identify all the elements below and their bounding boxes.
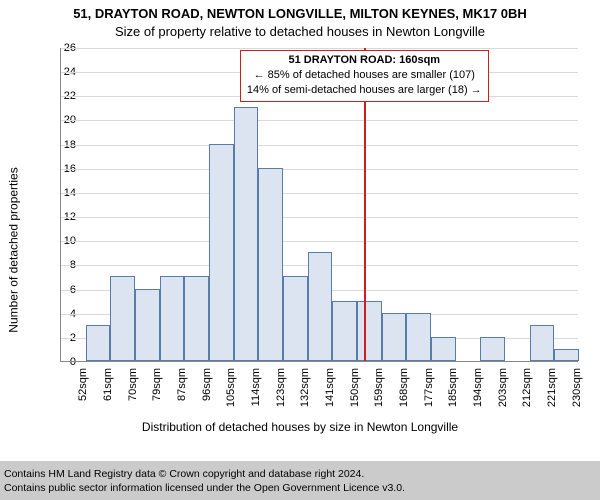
y-axis-label-text: Number of detached properties: [7, 167, 21, 332]
gridline: [61, 169, 578, 170]
chart-subtitle: Size of property relative to detached ho…: [0, 24, 600, 39]
x-tick-label: 194sqm: [472, 368, 484, 407]
histogram-bar: [406, 313, 431, 361]
histogram-bar: [86, 325, 111, 361]
histogram-bar: [431, 337, 456, 361]
histogram-bar: [554, 349, 579, 361]
x-tick-label: 203sqm: [497, 368, 509, 407]
x-tick-label: 96sqm: [201, 368, 213, 401]
footer: Contains HM Land Registry data © Crown c…: [0, 461, 600, 500]
gridline: [61, 241, 578, 242]
gridline: [61, 217, 578, 218]
x-tick-label: 221sqm: [546, 368, 558, 407]
gridline: [61, 48, 578, 49]
x-tick-label: 168sqm: [398, 368, 410, 407]
histogram-bar: [160, 276, 185, 361]
histogram-bar: [357, 301, 382, 361]
x-tick-label: 177sqm: [423, 368, 435, 407]
x-tick-label: 70sqm: [127, 368, 139, 401]
address-title: 51, DRAYTON ROAD, NEWTON LONGVILLE, MILT…: [0, 6, 600, 21]
x-tick-label: 159sqm: [373, 368, 385, 407]
histogram-bar: [209, 144, 234, 361]
x-tick-label: 230sqm: [571, 368, 583, 407]
annotation-line: ← 85% of detached houses are smaller (10…: [247, 68, 482, 83]
plot-area: 51 DRAYTON ROAD: 160sqm← 85% of detached…: [60, 48, 578, 362]
x-tick-label: 79sqm: [151, 368, 163, 401]
x-tick-label: 150sqm: [349, 368, 361, 407]
footer-line-1: Contains HM Land Registry data © Crown c…: [4, 467, 596, 481]
x-tick-label: 114sqm: [250, 368, 262, 406]
annotation-line: 51 DRAYTON ROAD: 160sqm: [247, 53, 482, 68]
histogram-bar: [110, 276, 135, 361]
gridline: [61, 145, 578, 146]
gridline: [61, 120, 578, 121]
histogram-bar: [382, 313, 407, 361]
annotation-line: 14% of semi-detached houses are larger (…: [247, 83, 482, 98]
x-tick-label: 105sqm: [225, 368, 237, 407]
histogram-bar: [480, 337, 505, 361]
histogram-bar: [234, 107, 259, 361]
histogram-bar: [184, 276, 209, 361]
histogram-bar: [258, 168, 283, 361]
x-tick-label: 61sqm: [102, 368, 114, 401]
histogram-bar: [135, 289, 160, 361]
x-tick-label: 212sqm: [521, 368, 533, 407]
x-tick-label: 185sqm: [447, 368, 459, 407]
x-tick-label: 132sqm: [299, 368, 311, 407]
histogram-bar: [283, 276, 308, 361]
reference-annotation: 51 DRAYTON ROAD: 160sqm← 85% of detached…: [240, 50, 489, 102]
x-tick-label: 52sqm: [77, 368, 89, 401]
footer-line-2: Contains public sector information licen…: [4, 481, 596, 495]
histogram-bar: [308, 252, 333, 361]
histogram-bar: [332, 301, 357, 361]
gridline: [61, 193, 578, 194]
x-axis-title: Distribution of detached houses by size …: [0, 420, 600, 434]
x-tick-label: 123sqm: [275, 368, 287, 407]
histogram-bar: [530, 325, 555, 361]
x-tick-label: 141sqm: [324, 368, 336, 407]
x-tick-label: 87sqm: [176, 368, 188, 401]
chart-container: 51, DRAYTON ROAD, NEWTON LONGVILLE, MILT…: [0, 0, 600, 500]
